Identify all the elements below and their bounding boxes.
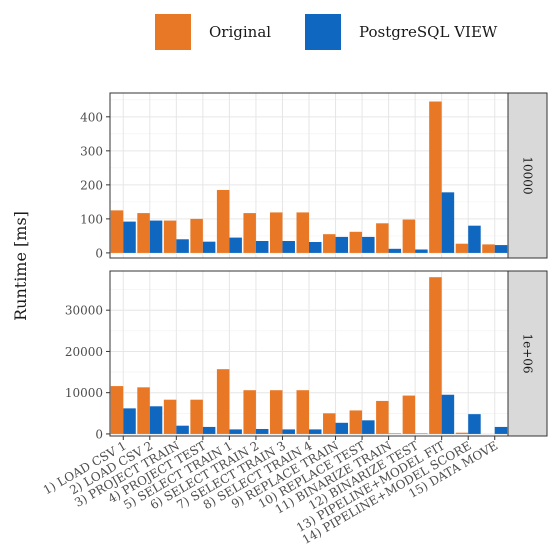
legend-swatch-postgresql-view — [305, 14, 341, 50]
bar-postgresql-view — [176, 425, 189, 434]
legend-item-original: Original — [155, 14, 271, 50]
bar-original — [269, 212, 283, 253]
bar-original — [216, 369, 230, 434]
bar-original — [349, 231, 363, 253]
bar-original — [429, 277, 442, 434]
bar-postgresql-view — [309, 429, 322, 434]
bar-postgresql-view — [229, 429, 242, 434]
bar-postgresql-view — [335, 236, 349, 253]
legend-item-postgresql-view: PostgreSQL VIEW — [305, 14, 497, 50]
bar-postgresql-view — [255, 428, 269, 434]
bar-postgresql-view — [255, 240, 269, 253]
bar-postgresql-view — [202, 241, 216, 253]
y-tick-label: 0 — [95, 427, 103, 441]
bar-postgresql-view — [149, 406, 163, 434]
facet-strip — [507, 270, 548, 437]
legend-swatch-original — [155, 14, 191, 50]
bar-original — [402, 219, 416, 253]
bar-original — [110, 386, 124, 434]
legend-label-original: Original — [209, 23, 272, 41]
bar-postgresql-view — [441, 394, 455, 434]
bar-original — [349, 410, 363, 434]
bar-postgresql-view — [123, 221, 136, 253]
y-tick-label: 30000 — [65, 304, 103, 318]
bar-original — [455, 432, 469, 434]
bar-original — [323, 234, 336, 253]
bar-postgresql-view — [468, 225, 481, 253]
bar-postgresql-view — [282, 240, 295, 253]
facet-strip — [507, 92, 548, 259]
bar-original — [402, 395, 416, 434]
bar-original — [110, 210, 124, 253]
bar-original — [243, 390, 256, 434]
facet-strip-label: 1e+06 — [521, 333, 535, 373]
bar-original — [190, 399, 203, 434]
y-tick-label: 0 — [95, 246, 103, 260]
bar-postgresql-view — [362, 236, 375, 253]
bar-postgresql-view — [362, 420, 375, 434]
bar-postgresql-view — [309, 242, 322, 253]
y-tick-label: 100 — [80, 212, 103, 226]
bar-postgresql-view — [441, 192, 455, 253]
bar-original — [137, 213, 150, 253]
y-tick-label: 300 — [80, 144, 103, 158]
bar-postgresql-view — [468, 414, 481, 434]
bar-postgresql-view — [282, 429, 295, 434]
bar-postgresql-view — [176, 239, 189, 253]
bar-original — [190, 218, 203, 253]
bar-original — [323, 413, 336, 434]
bar-original — [376, 400, 389, 434]
bar-original — [137, 387, 150, 434]
bar-postgresql-view — [202, 426, 216, 434]
bar-postgresql-view — [149, 220, 163, 253]
bar-original — [455, 243, 469, 253]
bar-original — [296, 212, 309, 253]
bar-original — [163, 220, 177, 253]
bar-original — [296, 390, 309, 434]
bar-original — [376, 223, 389, 253]
bar-postgresql-view — [388, 248, 402, 253]
bar-original — [482, 244, 495, 253]
y-tick-label: 200 — [80, 178, 103, 192]
bar-original — [269, 390, 283, 434]
bar-postgresql-view — [123, 408, 136, 434]
y-tick-label: 400 — [80, 110, 103, 124]
bar-postgresql-view — [494, 245, 508, 253]
bar-original — [216, 189, 230, 253]
facet-strip-label: 10000 — [521, 156, 535, 194]
legend: Original PostgreSQL VIEW — [0, 0, 552, 70]
bar-postgresql-view — [494, 426, 508, 434]
bar-postgresql-view — [229, 237, 242, 253]
y-tick-label: 20000 — [65, 345, 103, 359]
bar-original — [429, 101, 442, 253]
bar-postgresql-view — [415, 249, 428, 253]
legend-label-postgresql-view: PostgreSQL VIEW — [359, 23, 498, 41]
bar-postgresql-view — [335, 422, 349, 434]
bar-original — [243, 213, 256, 253]
y-axis-title: Runtime [ms] — [11, 211, 30, 321]
bar-original — [163, 399, 177, 434]
y-tick-label: 10000 — [65, 386, 103, 400]
